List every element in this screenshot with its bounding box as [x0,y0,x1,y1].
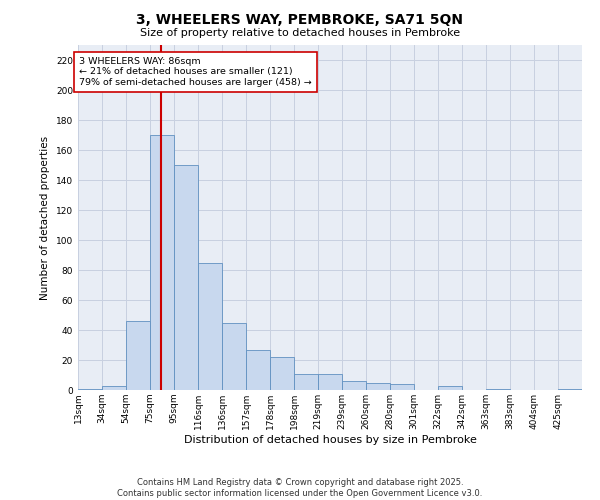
Text: 3, WHEELERS WAY, PEMBROKE, SA71 5QN: 3, WHEELERS WAY, PEMBROKE, SA71 5QN [137,12,464,26]
Text: Contains HM Land Registry data © Crown copyright and database right 2025.
Contai: Contains HM Land Registry data © Crown c… [118,478,482,498]
Bar [174,165,198,390]
Bar [390,384,414,390]
Bar [222,322,246,390]
Bar [270,357,294,390]
Bar [198,262,222,390]
Bar [438,386,462,390]
Text: Size of property relative to detached houses in Pembroke: Size of property relative to detached ho… [140,28,460,38]
Bar [558,388,582,390]
Bar [294,374,318,390]
Bar [246,350,270,390]
Bar [102,386,126,390]
Y-axis label: Number of detached properties: Number of detached properties [40,136,50,300]
Bar [126,321,150,390]
Bar [342,381,366,390]
Bar [318,374,342,390]
X-axis label: Distribution of detached houses by size in Pembroke: Distribution of detached houses by size … [184,434,476,444]
Text: 3 WHEELERS WAY: 86sqm
← 21% of detached houses are smaller (121)
79% of semi-det: 3 WHEELERS WAY: 86sqm ← 21% of detached … [79,57,312,87]
Bar [78,388,102,390]
Bar [366,382,390,390]
Bar [486,388,510,390]
Bar [150,135,174,390]
